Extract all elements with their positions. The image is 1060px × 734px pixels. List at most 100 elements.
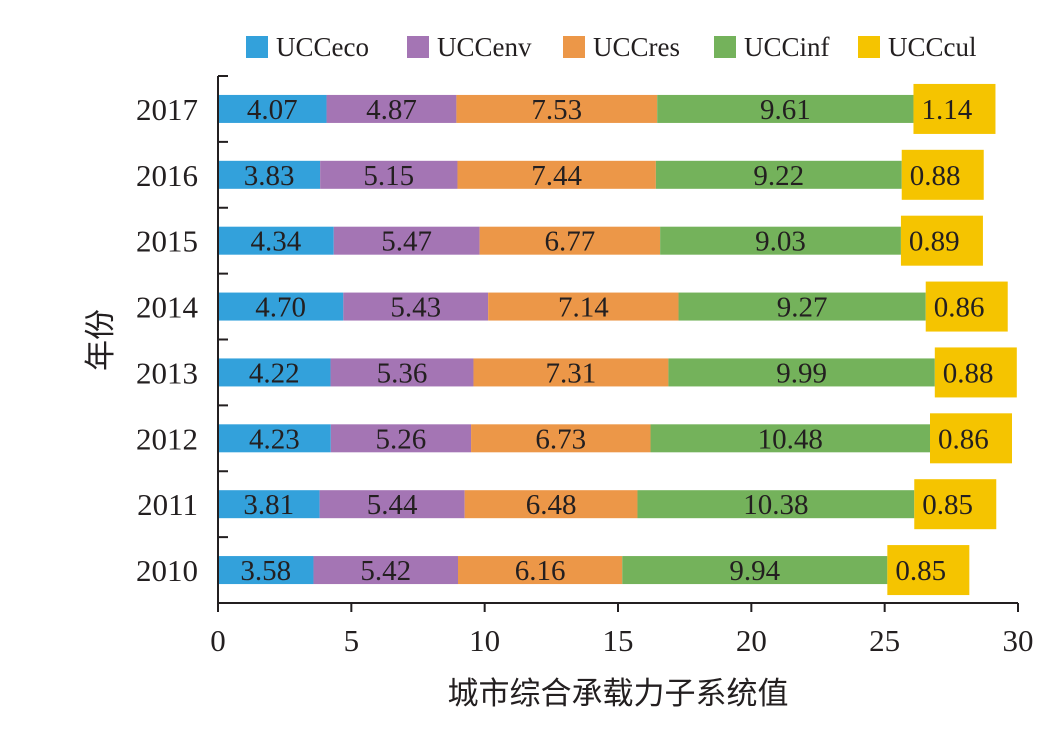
bar-segment-uccenv: [320, 160, 458, 189]
bar-segment-ucceco: [218, 490, 320, 519]
y-tick-label: 2017: [136, 92, 198, 127]
legend-swatch: [246, 36, 268, 58]
bar-segment-uccenv: [313, 556, 458, 585]
legend-label: UCCinf: [744, 32, 830, 62]
data-label: 5.26: [376, 423, 427, 455]
data-label: 0.85: [922, 489, 973, 521]
x-tick-label: 0: [210, 623, 226, 658]
bar-segment-uccinf: [650, 424, 930, 453]
legend-label: UCCenv: [437, 32, 532, 62]
data-label: 0.86: [938, 423, 989, 455]
legend-swatch: [407, 36, 429, 58]
data-label: 7.31: [546, 357, 597, 389]
bar-segment-ucceco: [218, 160, 321, 189]
bar-segment-ucccul: [925, 281, 1008, 332]
data-label: 3.58: [240, 555, 291, 587]
data-label: 7.14: [558, 292, 609, 324]
bar-segment-uccres: [457, 160, 656, 189]
bar-segment-ucccul: [887, 545, 970, 596]
bar-segment-ucccul: [900, 215, 983, 266]
bar-segment-uccenv: [330, 358, 474, 387]
bar-segment-uccres: [488, 292, 679, 321]
data-label: 6.48: [526, 489, 577, 521]
bar-segment-ucceco: [218, 556, 314, 585]
x-tick-label: 5: [344, 623, 360, 658]
data-label: 7.53: [531, 94, 582, 126]
bars: 3.58 5.42 6.16 9.94 0.85 3.81 5.44 6.48 10.38 0.8…: [218, 83, 1017, 596]
bar-segment-uccres: [479, 226, 661, 255]
legend-swatch: [858, 36, 880, 58]
data-label: 9.03: [755, 226, 806, 258]
data-label: 0.89: [909, 226, 960, 258]
data-label: 4.22: [249, 357, 300, 389]
bar-segment-uccres: [456, 94, 658, 123]
y-tick-label: 2016: [136, 158, 198, 193]
bar-segment-ucccul: [914, 479, 997, 530]
data-label: 4.87: [366, 94, 417, 126]
bar-segment-uccres: [458, 556, 623, 585]
data-label: 4.70: [255, 292, 306, 324]
axes: 2010 2011 2012 2013 2014 2015 2016 2017 0 5 10 15 20…: [136, 75, 1034, 658]
y-tick-label: 2011: [137, 487, 198, 522]
data-label: 0.88: [943, 357, 994, 389]
x-tick-label: 10: [469, 623, 500, 658]
data-label: 4.07: [247, 94, 298, 126]
bar-segment-uccinf: [655, 160, 902, 189]
data-label: 3.81: [243, 489, 294, 521]
data-label: 9.27: [777, 292, 828, 324]
data-label: 10.38: [743, 489, 808, 521]
y-tick-label: 2013: [136, 355, 198, 390]
data-label: 0.88: [910, 160, 961, 192]
data-label: 9.99: [776, 357, 827, 389]
bar-segment-ucccul: [913, 83, 996, 134]
data-label: 0.86: [934, 292, 985, 324]
data-label: 10.48: [758, 423, 823, 455]
bar-segment-uccinf: [637, 490, 915, 519]
bar-segment-ucceco: [218, 94, 327, 123]
data-label: 3.83: [244, 160, 295, 192]
bar-segment-ucceco: [218, 292, 344, 321]
legend-label: UCCeco: [276, 32, 369, 62]
bar-segment-uccinf: [622, 556, 888, 585]
data-label: 4.34: [250, 226, 301, 258]
bar-segment-uccres: [471, 424, 651, 453]
data-label: 5.47: [381, 226, 432, 258]
data-label: 5.42: [360, 555, 411, 587]
x-tick-label: 20: [736, 623, 767, 658]
bar-segment-uccinf: [668, 358, 935, 387]
data-label: 1.14: [921, 94, 972, 126]
bar-segment-ucceco: [218, 358, 331, 387]
bar-segment-uccinf: [678, 292, 926, 321]
data-label: 6.16: [515, 555, 566, 587]
bar-segment-ucccul: [934, 347, 1017, 398]
y-tick-label: 2010: [136, 553, 198, 588]
legend: UCCeco UCCenv UCCres UCCinf UCCcul: [246, 32, 977, 62]
bar-segment-uccinf: [657, 94, 914, 123]
bar-segment-uccinf: [660, 226, 901, 255]
data-label: 5.36: [377, 357, 428, 389]
bar-segment-ucccul: [901, 149, 984, 200]
bar-segment-uccenv: [333, 226, 480, 255]
x-axis-title: 城市综合承载力子系统值: [448, 676, 789, 711]
x-tick-label: 25: [869, 623, 900, 658]
data-label: 0.85: [895, 555, 946, 587]
legend-label: UCCcul: [888, 32, 977, 62]
x-tick-label: 15: [603, 623, 634, 658]
data-label: 6.73: [535, 423, 586, 455]
legend-label: UCCres: [593, 32, 680, 62]
bar-segment-uccenv: [330, 424, 472, 453]
x-tick-label: 30: [1003, 623, 1034, 658]
data-label: 5.43: [390, 292, 441, 324]
bar-segment-uccenv: [319, 490, 465, 519]
legend-swatch: [714, 36, 736, 58]
data-label: 9.22: [753, 160, 804, 192]
bar-segment-ucccul: [930, 413, 1012, 464]
data-label: 9.94: [729, 555, 780, 587]
data-label: 5.15: [363, 160, 414, 192]
y-tick-label: 2015: [136, 224, 198, 259]
bar-segment-uccenv: [326, 94, 457, 123]
y-tick-label: 2014: [136, 290, 199, 325]
legend-swatch: [563, 36, 585, 58]
